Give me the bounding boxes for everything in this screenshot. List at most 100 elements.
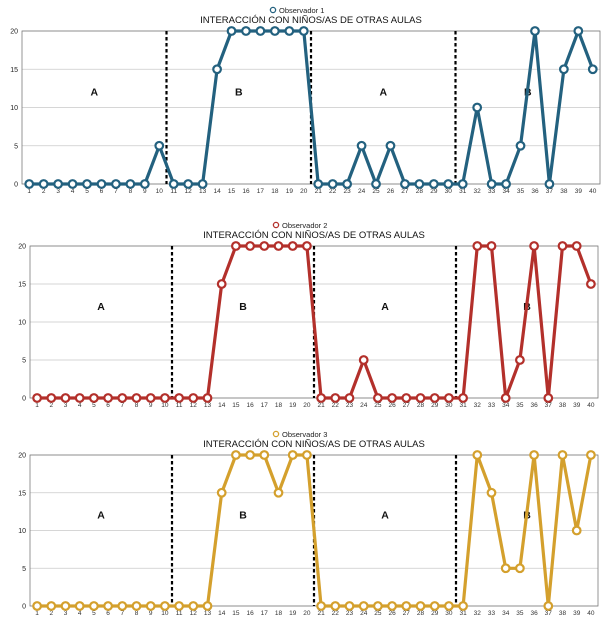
data-point bbox=[302, 450, 312, 460]
legend: Observador 2 bbox=[272, 221, 327, 230]
data-point bbox=[269, 26, 280, 36]
x-tick-label: 13 bbox=[204, 402, 212, 409]
x-tick-label: 6 bbox=[100, 188, 104, 195]
y-tick-label: 10 bbox=[10, 105, 18, 112]
data-point bbox=[302, 241, 312, 251]
x-tick-label: 5 bbox=[92, 610, 96, 617]
x-tick-label: 9 bbox=[143, 188, 147, 195]
x-tick-label: 20 bbox=[303, 610, 311, 617]
chart-title: INTERACCIÓN CON NIÑOS/AS DE OTRAS AULAS bbox=[203, 439, 425, 450]
y-tick-label: 10 bbox=[18, 320, 26, 327]
x-tick-label: 4 bbox=[71, 188, 75, 195]
data-point bbox=[486, 487, 497, 498]
legend-label: Observador 2 bbox=[282, 221, 327, 230]
x-tick-label: 12 bbox=[185, 188, 193, 195]
x-tick-label: 39 bbox=[573, 610, 581, 617]
phase-label: A bbox=[381, 510, 389, 522]
x-tick-label: 22 bbox=[332, 610, 340, 617]
x-tick-label: 35 bbox=[516, 402, 524, 409]
x-tick-label: 24 bbox=[360, 610, 368, 617]
data-point bbox=[313, 179, 324, 189]
x-tick-label: 16 bbox=[242, 188, 250, 195]
data-point bbox=[515, 355, 525, 365]
data-point bbox=[259, 241, 270, 251]
legend-label: Observador 3 bbox=[282, 430, 327, 439]
y-tick-label: 15 bbox=[10, 67, 18, 74]
data-point bbox=[74, 601, 85, 611]
data-point bbox=[571, 525, 582, 536]
x-tick-label: 22 bbox=[332, 402, 340, 409]
data-point bbox=[202, 601, 213, 611]
data-point bbox=[344, 393, 355, 403]
data-point bbox=[145, 601, 156, 611]
x-tick-label: 23 bbox=[346, 610, 354, 617]
data-point bbox=[387, 393, 398, 403]
x-tick-label: 28 bbox=[417, 610, 425, 617]
x-tick-label: 14 bbox=[218, 402, 226, 409]
series-line bbox=[29, 29, 595, 186]
y-tick-label: 0 bbox=[22, 396, 26, 403]
x-tick-label: 32 bbox=[474, 188, 482, 195]
x-tick-label: 23 bbox=[346, 402, 354, 409]
data-point bbox=[571, 241, 582, 251]
data-point bbox=[515, 140, 526, 151]
x-tick-label: 3 bbox=[64, 402, 68, 409]
x-tick-label: 28 bbox=[416, 188, 424, 195]
x-tick-label: 30 bbox=[445, 188, 453, 195]
data-point bbox=[88, 601, 99, 611]
x-tick-label: 25 bbox=[372, 188, 380, 195]
x-tick-label: 4 bbox=[78, 610, 82, 617]
x-tick-label: 22 bbox=[329, 188, 337, 195]
data-point bbox=[344, 601, 355, 611]
y-tick-label: 20 bbox=[10, 29, 18, 36]
x-tick-label: 40 bbox=[587, 610, 595, 617]
x-tick-label: 13 bbox=[204, 610, 212, 617]
data-point bbox=[273, 487, 284, 498]
y-tick-label: 10 bbox=[18, 528, 26, 535]
x-tick-label: 34 bbox=[502, 188, 510, 195]
data-point bbox=[88, 393, 99, 403]
data-point bbox=[486, 241, 497, 251]
data-point bbox=[197, 179, 208, 189]
legend-marker bbox=[269, 6, 277, 14]
data-point bbox=[444, 601, 454, 611]
x-tick-label: 37 bbox=[545, 402, 553, 409]
data-point bbox=[557, 241, 568, 251]
data-point bbox=[543, 393, 554, 403]
data-point bbox=[500, 563, 511, 574]
x-tick-label: 7 bbox=[120, 610, 124, 617]
x-tick-label: 18 bbox=[275, 610, 283, 617]
data-point bbox=[358, 601, 369, 611]
y-tick-label: 0 bbox=[22, 604, 26, 611]
x-tick-label: 32 bbox=[474, 610, 482, 617]
x-tick-label: 19 bbox=[289, 610, 297, 617]
data-point bbox=[428, 179, 439, 189]
data-point bbox=[373, 601, 383, 611]
x-tick-label: 10 bbox=[161, 610, 169, 617]
data-point bbox=[32, 601, 42, 611]
x-tick-label: 40 bbox=[589, 188, 597, 195]
data-point bbox=[330, 393, 341, 403]
data-point bbox=[259, 450, 270, 460]
x-tick-label: 8 bbox=[129, 188, 133, 195]
data-point bbox=[117, 601, 128, 611]
data-point bbox=[458, 393, 469, 403]
data-point bbox=[159, 393, 170, 403]
legend-marker bbox=[272, 221, 280, 229]
data-point bbox=[287, 241, 298, 251]
data-point bbox=[457, 179, 468, 189]
x-tick-label: 19 bbox=[289, 402, 297, 409]
data-point bbox=[111, 179, 121, 189]
x-tick-label: 29 bbox=[431, 610, 439, 617]
x-tick-label: 2 bbox=[42, 188, 46, 195]
data-point bbox=[401, 393, 412, 403]
data-point bbox=[558, 64, 569, 75]
x-tick-label: 12 bbox=[190, 610, 198, 617]
x-tick-label: 7 bbox=[114, 188, 118, 195]
x-tick-label: 18 bbox=[275, 402, 283, 409]
y-tick-label: 20 bbox=[18, 453, 26, 460]
data-point bbox=[373, 393, 383, 403]
data-point bbox=[414, 179, 425, 189]
x-tick-label: 14 bbox=[213, 188, 221, 195]
